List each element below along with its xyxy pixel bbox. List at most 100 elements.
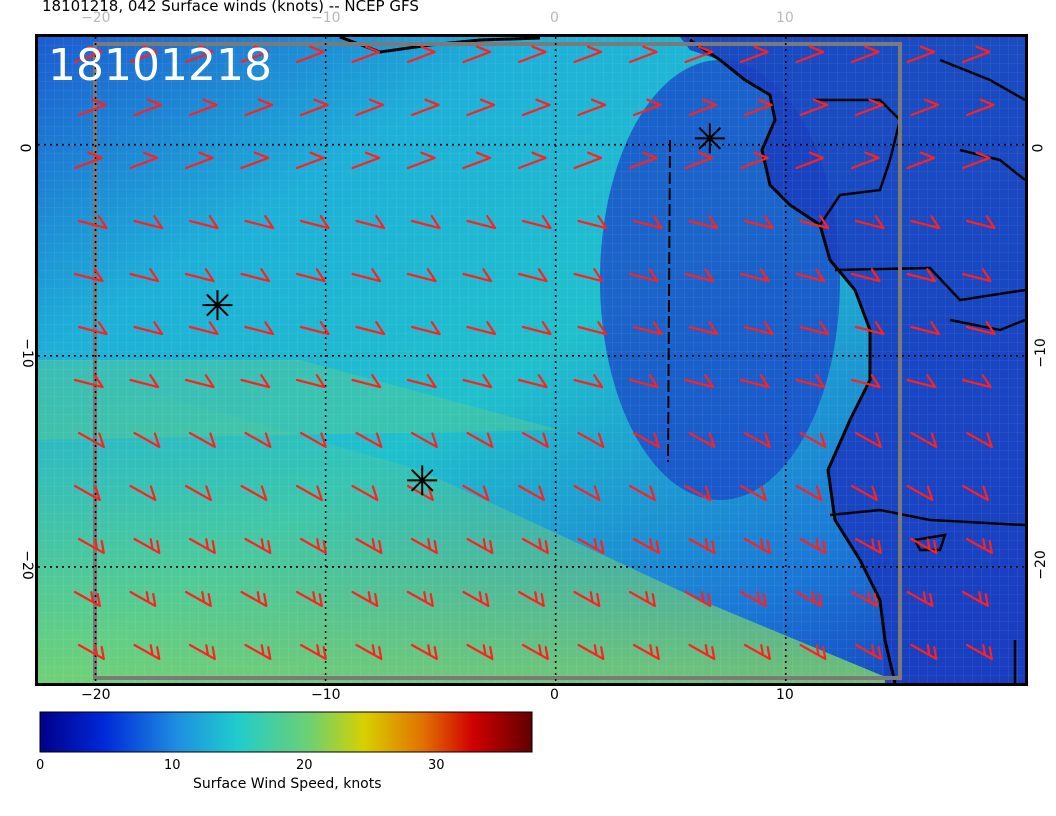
- wind-barb: [850, 590, 878, 608]
- top-tick-label: −10: [311, 10, 341, 26]
- wind-barb: [965, 643, 993, 661]
- wind-barb: [906, 484, 934, 502]
- wind-barb: [906, 268, 937, 283]
- wind-barb: [743, 537, 771, 555]
- wind-barb: [850, 268, 881, 283]
- wind-barb: [854, 98, 884, 117]
- wind-barb: [244, 643, 272, 661]
- wind-barb: [77, 321, 108, 336]
- right-tick-label: −10: [1032, 338, 1049, 368]
- wind-barb: [961, 590, 989, 608]
- wind-barb: [573, 374, 604, 389]
- wind-barb: [906, 590, 934, 608]
- wind-barb: [684, 151, 714, 170]
- wind-barb: [688, 98, 718, 117]
- wind-barb: [795, 45, 825, 64]
- wind-barb: [632, 215, 663, 230]
- wind-barb: [517, 45, 547, 64]
- wind-barb: [406, 374, 437, 389]
- wind-barb: [628, 45, 658, 64]
- wind-barb: [355, 321, 386, 336]
- bottom-tick-label: 0: [550, 687, 559, 703]
- wind-barb: [466, 537, 494, 555]
- wind-barb: [795, 151, 825, 170]
- wind-barb: [299, 98, 329, 117]
- wind-barb: [244, 321, 275, 336]
- wind-barb: [573, 268, 604, 283]
- wind-barb: [295, 151, 325, 170]
- wind-barb: [184, 484, 212, 502]
- wind-barb: [133, 537, 161, 555]
- wind-barb: [854, 431, 882, 449]
- wind-barb: [295, 45, 325, 64]
- colorbar-tick-label: 20: [296, 758, 313, 773]
- wind-barb: [295, 484, 323, 502]
- wind-barb: [521, 537, 549, 555]
- wind-barb: [739, 374, 770, 389]
- wind-barb: [466, 431, 494, 449]
- wind-barb: [795, 590, 823, 608]
- wind-barb: [854, 537, 882, 555]
- wind-barb: [910, 537, 938, 555]
- wind-barb: [688, 215, 719, 230]
- wind-barb: [355, 98, 385, 117]
- wind-barb: [410, 537, 438, 555]
- wind-barb: [184, 268, 215, 283]
- right-tick-label: −20: [1032, 550, 1049, 580]
- wind-barb: [573, 590, 601, 608]
- wind-barb: [854, 321, 885, 336]
- wind-barb: [240, 374, 271, 389]
- wind-barb: [184, 590, 212, 608]
- asterisk-marker: [407, 465, 438, 496]
- wind-barb: [77, 643, 105, 661]
- wind-barb: [799, 215, 830, 230]
- wind-barb: [965, 215, 996, 230]
- wind-barb: [410, 321, 441, 336]
- wind-barb: [632, 537, 660, 555]
- wind-barb: [521, 431, 549, 449]
- wind-barb: [965, 98, 995, 117]
- wind-barb: [133, 98, 163, 117]
- top-tick-label: −20: [81, 10, 111, 26]
- wind-barb: [355, 215, 386, 230]
- wind-barb: [466, 643, 494, 661]
- wind-barb: [184, 374, 215, 389]
- wind-barb: [73, 590, 101, 608]
- wind-barb: [406, 484, 434, 502]
- wind-barb: [244, 98, 274, 117]
- wind-barb: [577, 431, 605, 449]
- wind-barb: [240, 151, 270, 170]
- wind-barb: [295, 268, 326, 283]
- bottom-tick-label: −10: [311, 687, 341, 703]
- wind-barb: [410, 643, 438, 661]
- wind-barb: [632, 643, 660, 661]
- colorbar-title: Surface Wind Speed, knots: [193, 776, 382, 792]
- fine-grid: [38, 37, 1025, 683]
- wind-barb: [688, 643, 716, 661]
- wind-barb: [521, 98, 551, 117]
- wind-barb: [351, 268, 382, 283]
- wind-barb: [133, 643, 161, 661]
- colorbar-tick-label: 0: [36, 758, 45, 773]
- left-tick-label: −10: [18, 338, 35, 368]
- wind-barb: [299, 321, 330, 336]
- wind-barb: [77, 215, 108, 230]
- wind-barb: [466, 98, 496, 117]
- wind-barb: [517, 484, 545, 502]
- wind-barb: [355, 537, 383, 555]
- wind-barb: [743, 431, 771, 449]
- wind-barb: [240, 484, 268, 502]
- wind-barb: [517, 268, 548, 283]
- wind-barb: [684, 268, 715, 283]
- wind-barb: [73, 484, 101, 502]
- wind-barb: [628, 590, 656, 608]
- wind-barb: [799, 431, 827, 449]
- wind-barb: [73, 268, 104, 283]
- wind-barb: [244, 215, 275, 230]
- top-tick-label: 10: [776, 10, 794, 26]
- wind-barb: [799, 321, 830, 336]
- wind-barb: [906, 374, 937, 389]
- bottom-tick-label: −20: [81, 687, 111, 703]
- wind-barb: [799, 98, 829, 117]
- wind-barb: [133, 431, 161, 449]
